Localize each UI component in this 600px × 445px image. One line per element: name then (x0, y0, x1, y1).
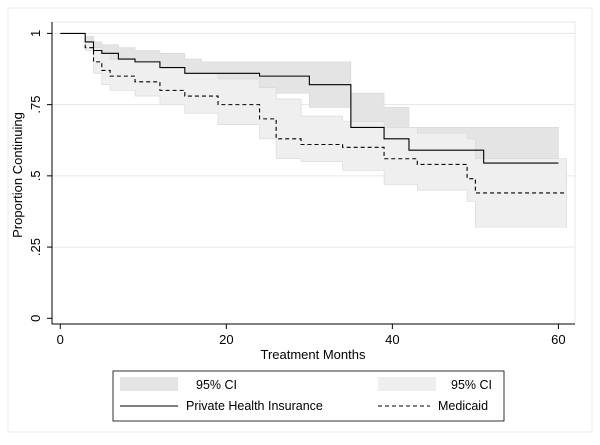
y-tick-label: .25 (28, 238, 43, 256)
y-tick-label: 1 (28, 30, 43, 37)
x-tick-label: 60 (551, 332, 565, 347)
y-tick-label: .5 (28, 170, 43, 181)
series-line-medicaid (84, 44, 567, 194)
x-axis-title: Treatment Months (260, 347, 366, 362)
legend-label: Medicaid (438, 399, 488, 413)
x-tick-label: 20 (219, 332, 233, 347)
y-axis-title: Proportion Continuing (10, 112, 25, 238)
y-tick-label: 0 (28, 315, 43, 322)
y-tick-label: .75 (28, 96, 43, 114)
series-line-private-health-insurance (60, 32, 559, 164)
legend-label: 95% CI (451, 378, 492, 392)
legend-key-band (378, 377, 436, 391)
legend: 95% CI 95% CI Private Health Insurance Medi… (112, 370, 505, 422)
x-tick-label: 40 (385, 332, 399, 347)
legend-label: 95% CI (196, 378, 237, 392)
legend-label: Private Health Insurance (186, 399, 323, 413)
x-tick-label: 0 (57, 332, 64, 347)
legend-box (112, 370, 505, 422)
legend-key-band (120, 377, 178, 391)
